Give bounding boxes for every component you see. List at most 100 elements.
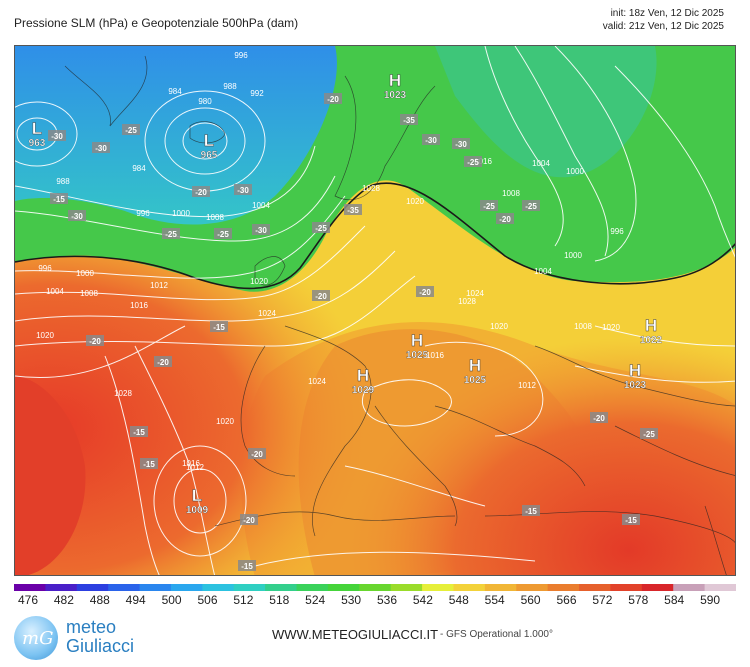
- temperature-label-text: -20: [89, 337, 101, 346]
- temperature-label-text: -25: [315, 224, 327, 233]
- temperature-label-box: [400, 114, 418, 125]
- isobar-label: 1016: [182, 459, 200, 468]
- colorbar-swatch: [76, 584, 109, 591]
- temperature-label-text: -30: [255, 226, 267, 235]
- temperature-label-box: [234, 184, 252, 195]
- logo-line1: meteo: [66, 617, 117, 637]
- logo-line2: Giuliacci: [66, 636, 135, 656]
- temperature-label-text: -15: [143, 460, 155, 469]
- temperature-label: -30: [252, 224, 270, 235]
- temperature-label-box: [422, 134, 440, 145]
- temperature-label-box: [312, 222, 330, 233]
- temperature-label-box: [192, 186, 210, 197]
- isobar-label: 1000: [76, 269, 94, 278]
- isobar-label: 1028: [458, 297, 476, 306]
- temperature-label: -35: [400, 114, 418, 125]
- colorbar-swatch: [139, 584, 172, 591]
- isobar-label: 1020: [406, 197, 424, 206]
- colorbar-swatch: [641, 584, 674, 591]
- colorbar-swatch: [170, 584, 203, 591]
- temperature-label: -20: [192, 186, 210, 197]
- temperature-label-text: -25: [467, 158, 479, 167]
- temperature-label-text: -35: [403, 116, 415, 125]
- temperature-label: -15: [140, 458, 158, 469]
- colorbar-tick: 518: [269, 593, 289, 607]
- temperature-label-box: [50, 193, 68, 204]
- colorbar-swatch: [610, 584, 643, 591]
- colorbar-swatch: [296, 584, 329, 591]
- temperature-label: -35: [344, 204, 362, 215]
- center-value: 963: [29, 138, 46, 149]
- temperature-label-text: -15: [625, 516, 637, 525]
- isobar-label: 1000: [566, 167, 584, 176]
- temperature-label-box: [86, 335, 104, 346]
- temperature-label: -30: [422, 134, 440, 145]
- temperature-label-text: -20: [157, 358, 169, 367]
- isobar-label: 988: [56, 177, 70, 186]
- temperature-label-text: -30: [237, 186, 249, 195]
- field-blue: [15, 46, 337, 225]
- temperature-label-text: -25: [125, 126, 137, 135]
- coastlines: [64, 55, 735, 575]
- colorbar-swatch: [673, 584, 706, 591]
- temperature-label: -30: [48, 130, 66, 141]
- temperature-label: -20: [590, 412, 608, 423]
- temperature-label: -20: [496, 213, 514, 224]
- temperature-label-box: [248, 448, 266, 459]
- temperature-label-text: -25: [525, 202, 537, 211]
- temperature-label-text: -15: [241, 562, 253, 571]
- isobar-label: 1004: [532, 159, 550, 168]
- temperature-label-box: [240, 514, 258, 525]
- init-time: init: 18z Ven, 12 Dic 2025: [610, 8, 724, 19]
- temperature-label-box: [622, 514, 640, 525]
- colorbar-tick: 536: [377, 593, 397, 607]
- colorbar-swatch: [422, 584, 454, 591]
- temperature-label-text: -15: [213, 323, 225, 332]
- colorbar-swatch: [327, 584, 360, 591]
- isobar-label: 1020: [250, 277, 268, 286]
- center-value: 1023: [624, 380, 647, 391]
- isobar-label: 1004: [46, 287, 64, 296]
- isobar-label: 984: [132, 164, 146, 173]
- temperature-label-text: -25: [165, 230, 177, 239]
- colorbar-tick: 494: [126, 593, 146, 607]
- temperature-label-box: [68, 210, 86, 221]
- isobar-label: 1012: [150, 281, 168, 290]
- isobars: [15, 46, 735, 575]
- isobar-label: 1028: [362, 184, 380, 193]
- isobar-label: 992: [250, 89, 264, 98]
- isobar-label: 1020: [602, 323, 620, 332]
- temperature-label: -25: [312, 222, 330, 233]
- isobar-label: 1008: [206, 213, 224, 222]
- temperature-label-box: [324, 93, 342, 104]
- temperature-label-box: [464, 156, 482, 167]
- center-value: 1009: [186, 505, 209, 516]
- colorbar-tick: 566: [556, 593, 576, 607]
- colorbar-swatch: [202, 584, 235, 591]
- colorbar-tick: 542: [413, 593, 433, 607]
- colorbar-swatch: [484, 584, 517, 591]
- temperature-label: -20: [416, 286, 434, 297]
- temperature-label-text: -20: [327, 95, 339, 104]
- isobar-label: 996: [38, 264, 52, 273]
- isobar-label: 1000: [564, 251, 582, 260]
- center-letter: H: [411, 331, 423, 350]
- center-letter: H: [629, 361, 641, 380]
- isobar-label: 984: [168, 87, 182, 96]
- temperature-label-text: -25: [483, 202, 495, 211]
- isobar-labels: 996 984 980 988 992 984 988 996 1000 1008 1004 996 1…: [36, 51, 624, 472]
- logo-wordmark: meteo Giuliacci: [66, 618, 134, 656]
- colorbar-tick: 554: [485, 593, 505, 607]
- temperature-label: -30: [92, 142, 110, 153]
- temperature-label: -15: [130, 426, 148, 437]
- isobar-label: 1028: [114, 389, 132, 398]
- colorbar-swatch: [45, 584, 78, 591]
- temperature-label-text: -15: [525, 507, 537, 516]
- colorbar-swatch: [233, 584, 266, 591]
- temperature-label: -15: [50, 193, 68, 204]
- colorbar-tick: 548: [449, 593, 469, 607]
